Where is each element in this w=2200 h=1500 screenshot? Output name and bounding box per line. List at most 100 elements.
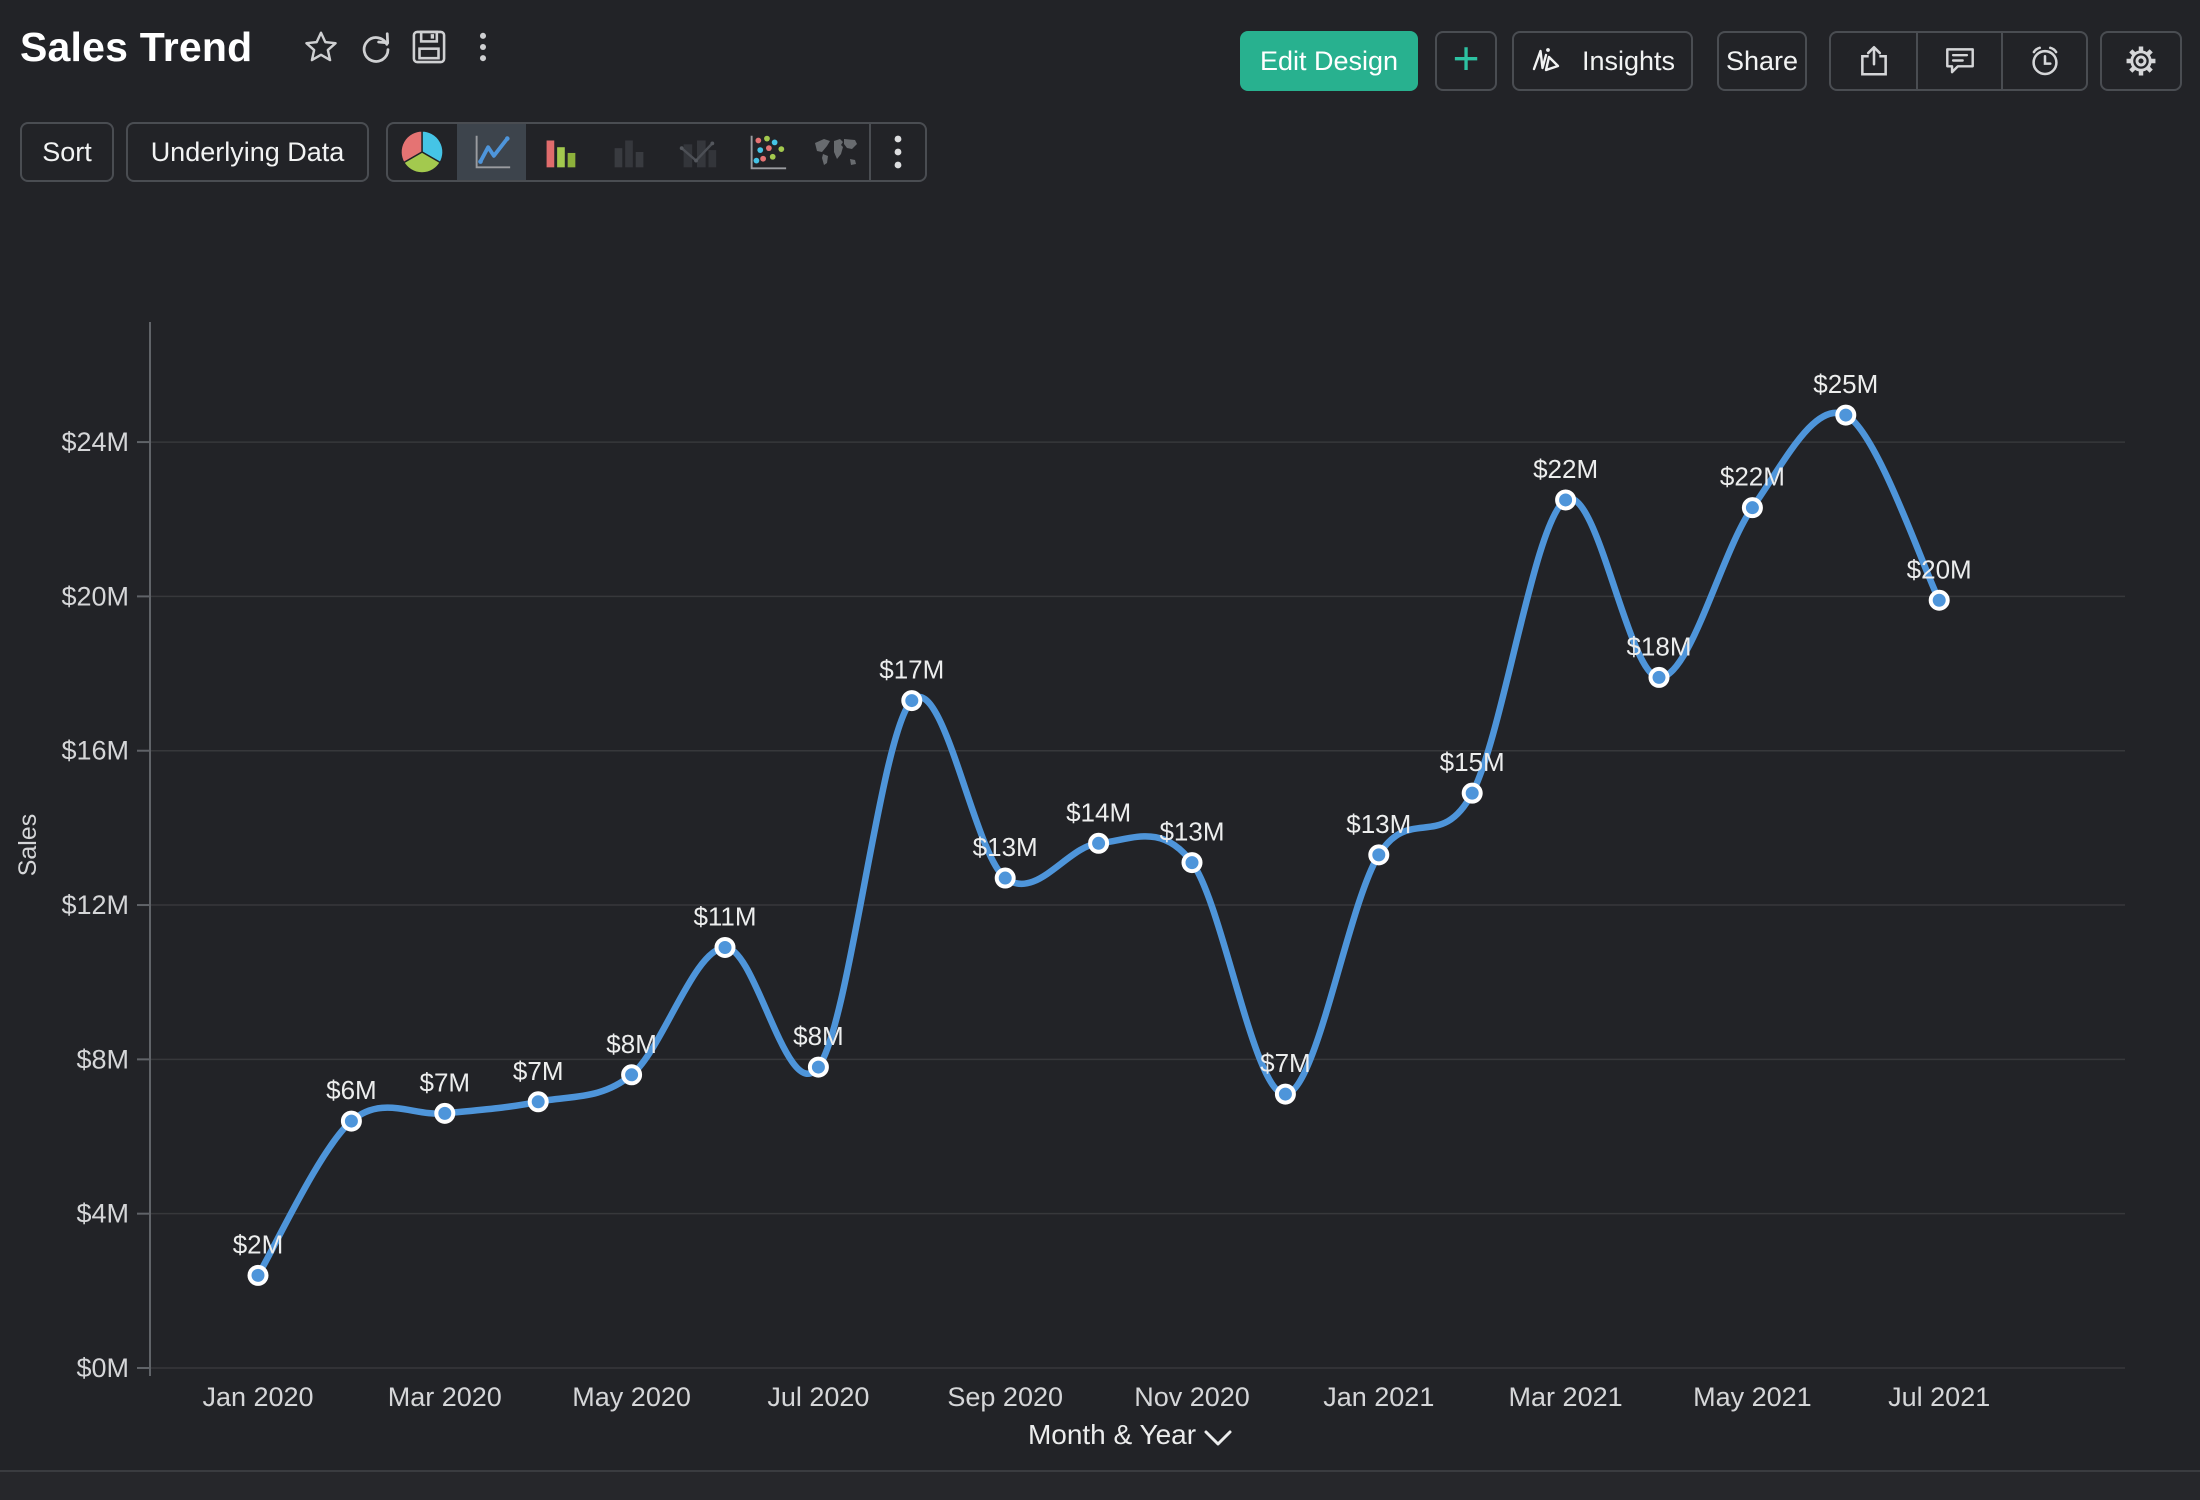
y-tick-label: $20M (61, 581, 129, 611)
point-value-label: $17M (879, 655, 944, 685)
point-value-label: $11M (693, 901, 756, 931)
sort-button[interactable]: Sort (20, 122, 114, 182)
data-point[interactable] (1835, 404, 1857, 426)
y-tick-label: $4M (76, 1199, 129, 1229)
point-value-label: $8M (606, 1029, 657, 1059)
comment-icon (1945, 48, 1974, 74)
alerts-button[interactable] (2001, 33, 2086, 89)
star-icon (305, 31, 338, 62)
map-chart-icon (814, 139, 857, 165)
point-value-label: $13M (973, 832, 1038, 862)
point-value-label: $18M (1626, 631, 1691, 661)
point-value-label: $14M (1066, 797, 1131, 827)
page-title: Sales Trend (20, 23, 253, 70)
point-value-label: $6M (326, 1075, 377, 1105)
refresh-button[interactable] (350, 22, 400, 72)
more-options-button[interactable] (458, 22, 508, 72)
data-point[interactable] (1648, 666, 1670, 688)
chart-type-line[interactable] (456, 124, 526, 180)
export-icon (1860, 45, 1887, 76)
y-tick-label: $16M (61, 736, 129, 766)
point-value-label: $25M (1813, 369, 1878, 399)
data-point[interactable] (807, 1056, 829, 1078)
chart-type-map[interactable] (801, 124, 870, 180)
insights-button[interactable]: Insights (1512, 31, 1693, 91)
chart-type-scatter[interactable] (732, 124, 801, 180)
data-point[interactable] (901, 690, 923, 712)
alarm-clock-icon (2031, 46, 2058, 76)
data-point[interactable] (994, 867, 1016, 889)
chevron-down-icon (1204, 1430, 1232, 1446)
data-point[interactable] (1555, 489, 1577, 511)
topbar-left: Sales Trend (20, 22, 510, 72)
data-point[interactable] (340, 1110, 362, 1132)
data-point[interactable] (1274, 1083, 1296, 1105)
point-value-label: $8M (793, 1021, 844, 1051)
y-tick-label: $8M (76, 1044, 129, 1074)
refresh-icon (363, 32, 390, 63)
combo-chart-icon (680, 140, 717, 168)
gear-icon (2126, 46, 2156, 76)
kebab-menu-icon (894, 135, 902, 169)
point-value-label: $13M (1346, 809, 1411, 839)
x-tick-label: Mar 2021 (1509, 1382, 1623, 1412)
favorite-button[interactable] (296, 22, 346, 72)
point-value-label: $7M (513, 1056, 564, 1086)
chart-type-bar[interactable] (526, 124, 595, 180)
chart-type-stacked-bar[interactable] (594, 124, 663, 180)
comments-button[interactable] (1916, 33, 2001, 89)
point-value-label: $2M (233, 1229, 284, 1259)
point-value-label: $20M (1907, 554, 1972, 584)
point-value-label: $7M (420, 1067, 471, 1097)
plus-icon: + (1452, 32, 1480, 84)
data-point[interactable] (247, 1264, 269, 1286)
data-point[interactable] (1088, 832, 1110, 854)
share-button[interactable]: Share (1717, 31, 1807, 91)
x-tick-label: Sep 2020 (947, 1382, 1063, 1412)
quick-actions-group (1829, 31, 2088, 91)
zia-icon (1532, 48, 1560, 72)
x-tick-label: May 2020 (572, 1382, 691, 1412)
y-tick-label: $12M (61, 890, 129, 920)
data-point[interactable] (1741, 497, 1763, 519)
data-point[interactable] (621, 1064, 643, 1086)
data-point[interactable] (1368, 844, 1390, 866)
point-value-label: $22M (1720, 462, 1785, 492)
x-tick-label: Jan 2021 (1323, 1382, 1434, 1412)
point-value-label: $7M (1260, 1048, 1311, 1078)
chart-type-combo[interactable] (663, 124, 732, 180)
data-point[interactable] (714, 936, 736, 958)
x-tick-label: Jan 2020 (202, 1382, 313, 1412)
x-axis-field-selector[interactable]: Month & Year (1028, 1419, 1232, 1450)
x-axis-title: Month & Year (1028, 1419, 1196, 1450)
kebab-menu-icon (480, 32, 487, 62)
view-toolbar: Sort Underlying Data (20, 122, 927, 182)
data-point[interactable] (1461, 782, 1483, 804)
edit-design-button[interactable]: Edit Design (1240, 31, 1418, 91)
add-button[interactable]: + (1435, 31, 1497, 91)
pie-chart-icon (400, 130, 445, 174)
insights-label: Insights (1581, 45, 1676, 76)
point-value-label: $15M (1440, 747, 1505, 777)
data-point[interactable] (527, 1091, 549, 1113)
y-tick-label: $0M (76, 1353, 129, 1383)
data-point[interactable] (1181, 852, 1203, 874)
point-value-label: $22M (1533, 454, 1598, 484)
settings-button[interactable] (2100, 31, 2182, 91)
y-axis-title: Sales (14, 814, 42, 877)
topbar-right: Edit Design + Insights Share (1240, 31, 2182, 91)
underlying-data-button[interactable]: Underlying Data (126, 122, 369, 182)
line-chart-icon (475, 135, 511, 169)
point-value-label: $13M (1159, 817, 1224, 847)
save-button[interactable] (404, 22, 454, 72)
chart-type-pie[interactable] (388, 124, 457, 180)
chart-type-more-button[interactable] (871, 124, 925, 180)
x-tick-label: Mar 2020 (388, 1382, 502, 1412)
data-point[interactable] (1928, 589, 1950, 611)
bar-chart-icon (546, 140, 576, 168)
x-tick-label: May 2021 (1693, 1382, 1812, 1412)
export-button[interactable] (1831, 33, 1916, 89)
data-point[interactable] (434, 1102, 456, 1124)
